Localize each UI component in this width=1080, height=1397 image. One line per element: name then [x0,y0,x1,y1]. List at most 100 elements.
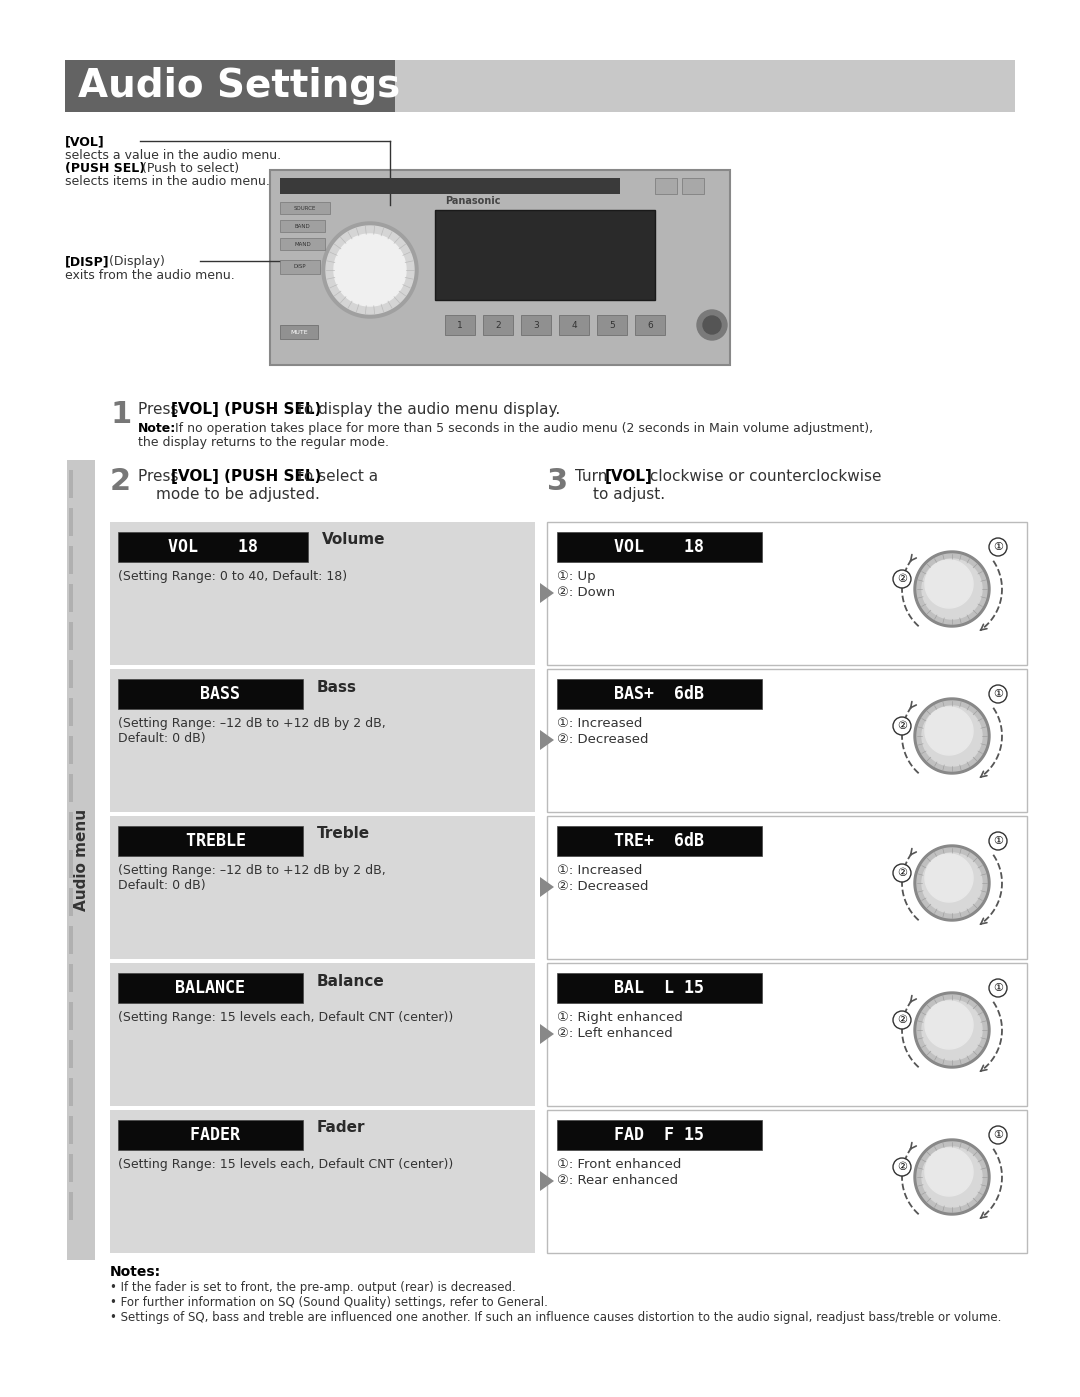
Text: the display returns to the regular mode.: the display returns to the regular mode. [138,436,389,448]
Bar [69,888,73,916]
Bar [280,326,318,339]
Bar [280,203,330,214]
Text: BAND: BAND [295,224,310,229]
Text: 3: 3 [534,320,539,330]
Bar [69,1078,73,1106]
Text: ②: Rear enhanced: ②: Rear enhanced [557,1173,678,1187]
Bar [681,177,704,194]
Text: Turn: Turn [575,469,612,483]
Polygon shape [924,854,973,902]
Text: ②: Down: ②: Down [557,585,616,599]
Circle shape [703,316,721,334]
Text: ②: ② [897,1016,907,1025]
Bar [280,177,620,194]
Bar [483,314,513,335]
Bar [280,219,325,232]
Bar [546,963,1027,1106]
Bar [69,1039,73,1067]
Text: Bass: Bass [318,679,357,694]
Polygon shape [924,560,973,608]
Polygon shape [914,698,990,774]
Polygon shape [917,701,987,771]
Text: 1: 1 [457,320,463,330]
Text: 1: 1 [110,400,132,429]
Circle shape [989,538,1007,556]
Polygon shape [540,731,554,750]
Bar [69,546,73,574]
Text: ①: ① [993,983,1003,993]
Text: (Push to select): (Push to select) [138,162,239,175]
Text: Default: 0 dB): Default: 0 dB) [118,879,205,893]
Bar [270,170,730,365]
Polygon shape [914,845,990,921]
Polygon shape [540,877,554,897]
Text: [VOL]: [VOL] [605,469,653,483]
Text: ②: ② [897,868,907,877]
Polygon shape [924,1148,973,1196]
Text: 2: 2 [496,320,501,330]
Circle shape [989,833,1007,849]
Circle shape [989,685,1007,703]
Bar [69,964,73,992]
Bar [110,816,535,958]
Circle shape [989,979,1007,997]
Text: Panasonic: Panasonic [445,196,500,205]
Polygon shape [922,559,982,619]
Bar [69,509,73,536]
Polygon shape [322,222,418,319]
Text: ②: Decreased: ②: Decreased [557,880,648,893]
Bar [69,659,73,687]
Bar [118,679,303,710]
Text: 5: 5 [609,320,615,330]
Bar [557,1120,762,1150]
Bar [69,812,73,840]
Bar [445,314,475,335]
Polygon shape [922,1000,982,1060]
Circle shape [893,570,912,588]
Text: VOL    18: VOL 18 [615,538,704,556]
Text: SOURCE: SOURCE [294,205,316,211]
Bar [546,1111,1027,1253]
Text: FAD  F 15: FAD F 15 [615,1126,704,1144]
Bar [69,622,73,650]
Text: TRE+  6dB: TRE+ 6dB [615,833,704,849]
Text: TREBLE: TREBLE [175,833,245,849]
Text: mode to be adjusted.: mode to be adjusted. [156,488,320,502]
Text: ①: Right enhanced: ①: Right enhanced [557,1011,683,1024]
Bar [635,314,665,335]
Bar [69,469,73,497]
Polygon shape [914,992,990,1067]
Polygon shape [914,550,990,627]
Text: (Setting Range: –12 dB to +12 dB by 2 dB,: (Setting Range: –12 dB to +12 dB by 2 dB… [118,717,386,731]
Text: 6: 6 [647,320,653,330]
Bar [118,826,303,856]
Text: BAL  L 15: BAL L 15 [615,979,704,997]
Text: Notes:: Notes: [110,1266,161,1280]
Text: DISP: DISP [294,264,307,270]
Bar [118,532,308,562]
Text: (Setting Range: 15 levels each, Default CNT (center)): (Setting Range: 15 levels each, Default … [118,1011,454,1024]
Circle shape [893,717,912,735]
Text: Audio Settings: Audio Settings [78,67,401,105]
Text: If no operation takes place for more than 5 seconds in the audio menu (2 seconds: If no operation takes place for more tha… [171,422,873,434]
Text: Default: 0 dB): Default: 0 dB) [118,732,205,745]
Text: [VOL] (PUSH SEL): [VOL] (PUSH SEL) [171,402,322,416]
Text: MUTE: MUTE [291,330,308,334]
Text: Press: Press [138,402,184,416]
Text: ①: Increased: ①: Increased [557,717,643,731]
Polygon shape [326,226,414,314]
Text: (Setting Range: 15 levels each, Default CNT (center)): (Setting Range: 15 levels each, Default … [118,1158,454,1171]
Bar [118,1120,303,1150]
Bar [557,972,762,1003]
Circle shape [697,310,727,339]
Polygon shape [922,854,982,914]
Text: • For further information on SQ (Sound Quality) settings, refer to General.: • For further information on SQ (Sound Q… [110,1296,548,1309]
Text: Balance: Balance [318,974,384,989]
Polygon shape [334,235,406,306]
Polygon shape [917,848,987,918]
Polygon shape [924,707,973,754]
Text: Fader: Fader [318,1120,365,1136]
Bar [280,260,320,274]
Bar [597,314,627,335]
Bar [110,963,535,1106]
